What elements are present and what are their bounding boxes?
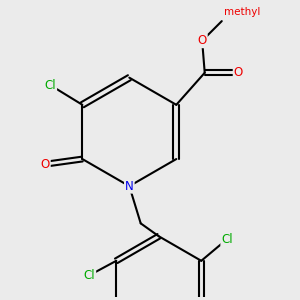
Text: O: O: [40, 158, 50, 171]
Text: O: O: [234, 66, 243, 79]
Text: methyl: methyl: [224, 7, 261, 17]
Text: Cl: Cl: [221, 232, 233, 246]
Text: Cl: Cl: [44, 79, 56, 92]
Text: O: O: [197, 34, 207, 47]
Text: Cl: Cl: [84, 269, 95, 282]
Text: N: N: [125, 180, 134, 193]
